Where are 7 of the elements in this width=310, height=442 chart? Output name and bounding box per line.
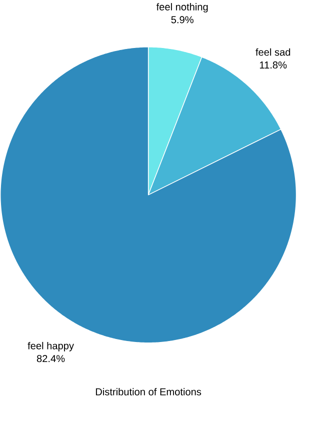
slice-label: feel happy — [28, 342, 74, 352]
data-label: 11.8% — [260, 61, 287, 69]
data-label: 5.9% — [171, 16, 194, 24]
data-label: 82.4% — [36, 355, 65, 362]
slice-label: feel nothing — [156, 3, 208, 12]
slice-label: feel sad — [256, 48, 290, 56]
text: Distribution of Emotions — [96, 388, 202, 396]
